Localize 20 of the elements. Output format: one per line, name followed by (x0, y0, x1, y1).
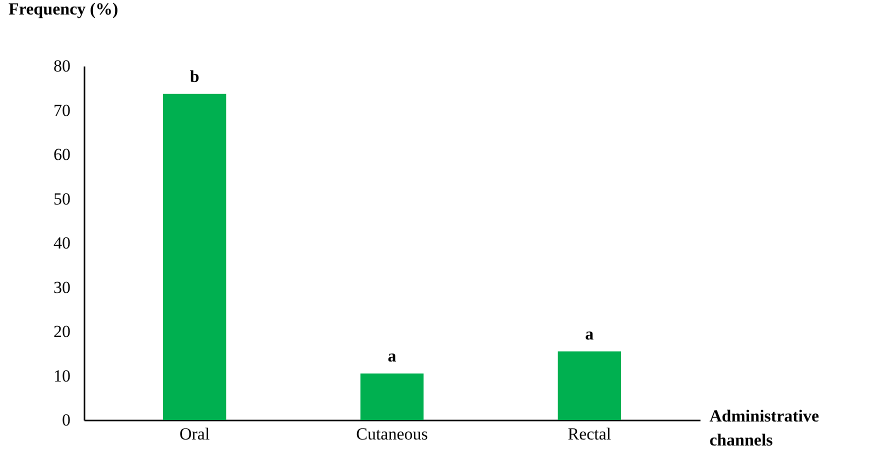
y-tick-label: 60 (54, 145, 70, 164)
y-tick-label: 30 (54, 278, 70, 297)
annotation: b (190, 66, 200, 86)
bar (162, 94, 226, 420)
x-tick-label: Oral (179, 424, 210, 444)
bar (360, 374, 424, 420)
y-axis-title: Frequency (%) (8, 0, 118, 18)
y-tick-label: 40 (54, 234, 70, 252)
y-tick-label: 80 (54, 56, 70, 76)
annotation: a (388, 346, 397, 366)
y-tick-label: 20 (54, 322, 70, 341)
annotation: a (585, 324, 594, 344)
x-tick-label: Cutaneous (356, 424, 428, 444)
y-tick-label: 10 (54, 366, 70, 386)
x-axis-title: Administrative channels (710, 406, 820, 450)
y-tick-label: 0 (62, 410, 70, 430)
y-tick-label: 70 (54, 100, 70, 120)
y-tick-label: 50 (54, 189, 70, 208)
bar (558, 351, 622, 420)
x-tick-label: Rectal (568, 424, 612, 444)
